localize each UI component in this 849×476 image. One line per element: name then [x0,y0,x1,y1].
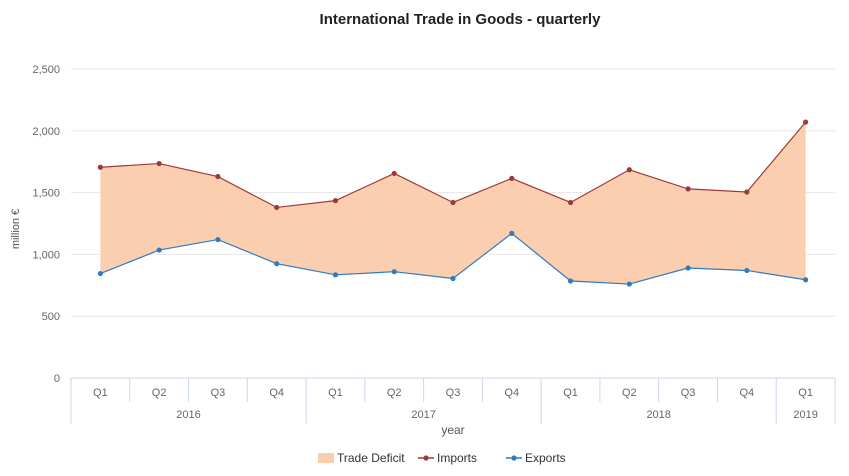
point-imports [803,119,809,125]
point-imports [450,199,456,206]
axes: 0 500 1,000 1,500 2,000 2,500 Q1 Q2 Q3 Q4 Q1 Q2 Q3 Q4… [32,64,836,424]
point-exports [803,277,809,283]
series-layer [97,119,809,287]
x-group-label: 2018 [646,409,670,421]
y-tick-label: 2,500 [32,64,60,76]
point-imports [274,204,280,211]
y-tick-label: 1,500 [32,188,60,200]
point-imports [391,170,397,177]
point-exports [156,247,162,253]
point-exports [97,270,103,277]
point-exports [685,265,691,271]
legend-marker [423,455,429,461]
legend-marker [511,455,517,461]
point-imports [567,199,574,206]
x-tick-label: Q2 [152,387,167,399]
point-exports [567,278,574,284]
chart-title: International Trade in Goods - quarterly [320,11,602,28]
x-tick-label: Q1 [798,387,813,399]
legend-label: Exports [525,451,566,465]
x-tick-label: Q3 [211,387,226,399]
x-group-label: 2017 [411,409,435,421]
y-tick-label: 2,000 [32,126,60,138]
legend-label: Imports [437,451,477,465]
y-axis-label: million € [10,209,22,249]
x-group-label: 2019 [793,409,817,421]
x-tick-label: Q1 [93,387,108,399]
point-exports [391,269,397,275]
legend-label: Trade Deficit [337,451,405,465]
point-exports [332,272,339,278]
x-tick-label: Q2 [387,387,402,399]
x-tick-label: Q2 [622,387,637,399]
x-tick-label: Q1 [328,387,343,399]
y-tick-label: 1,000 [32,249,60,261]
x-axis-label: year [441,423,464,437]
x-tick-label: Q3 [681,387,696,399]
point-imports [332,198,339,204]
x-tick-label: Q1 [563,387,578,399]
legend-swatch [318,453,334,463]
point-exports [626,281,632,287]
x-tick-label: Q4 [740,387,755,399]
point-exports [509,230,515,236]
legend-item-imports: Imports [418,451,477,465]
point-imports [509,175,515,181]
point-exports [274,261,280,267]
point-exports [450,275,456,282]
point-imports [215,173,221,180]
x-tick-label: Q4 [269,387,284,399]
point-exports [744,267,750,274]
legend-item-trade-deficit: Trade Deficit [318,451,405,465]
legend: Trade Deficit Imports Exports [318,451,566,465]
x-group-label: 2016 [176,409,200,421]
point-imports [626,167,632,173]
legend-item-exports: Exports [506,451,566,465]
x-tick-label: Q3 [446,387,461,399]
point-exports [215,236,221,243]
y-tick-label: 0 [54,373,60,385]
y-tick-label: 500 [42,311,60,323]
point-imports [744,189,750,195]
x-tick-label: Q4 [504,387,519,399]
point-imports [685,186,691,192]
point-imports [156,160,162,167]
point-imports [97,164,103,170]
